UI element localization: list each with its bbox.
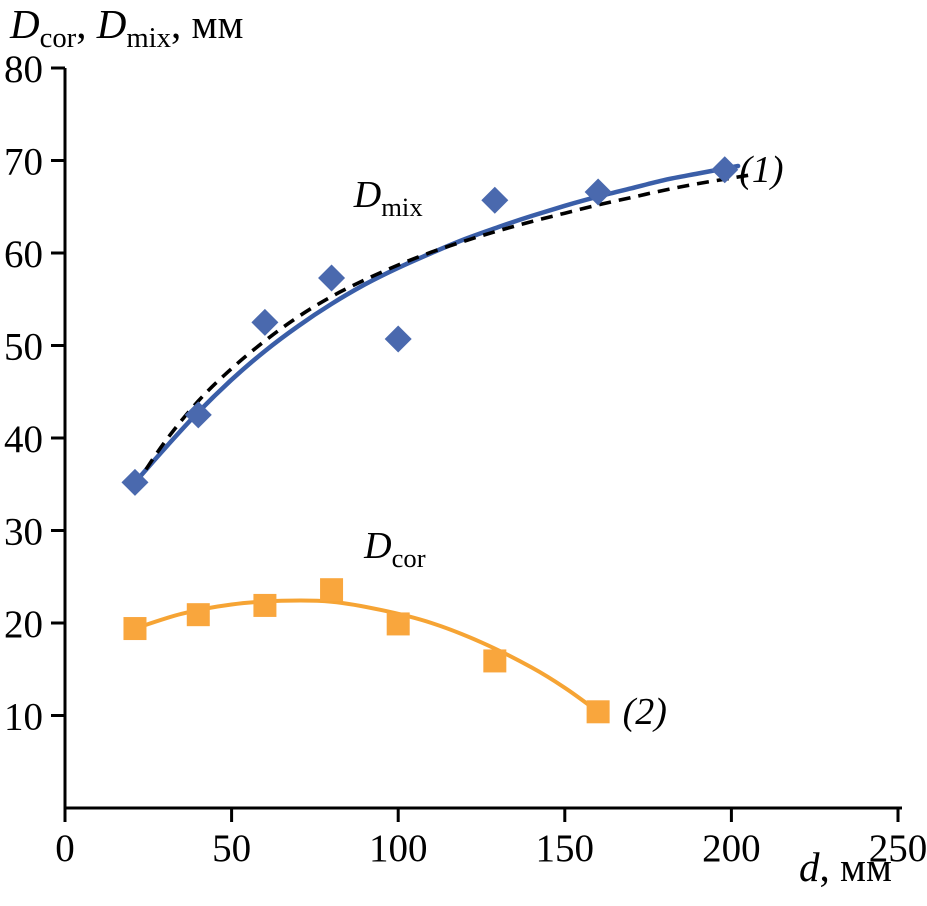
data-point-dcor <box>386 612 410 636</box>
x-title-var: d <box>799 844 820 890</box>
y-tick-label: 60 <box>4 233 43 276</box>
y-title-var-1: D <box>10 1 40 47</box>
data-point-dcor <box>253 593 277 617</box>
curve-label-dmix-sub: mix <box>381 191 423 222</box>
data-point-dcor <box>483 649 507 673</box>
y-title-sub-1: cor <box>39 22 77 55</box>
curve-label-dcor: Dcor <box>364 524 425 574</box>
data-point-dmix <box>318 264 346 292</box>
data-point-dmix <box>121 468 149 496</box>
data-point-dcor <box>320 578 344 602</box>
data-point-dmix <box>711 156 739 184</box>
curve-label-dcor-sub: cor <box>391 542 426 573</box>
curve-dashed-fit <box>133 173 749 488</box>
x-tick-label: 250 <box>869 827 927 870</box>
x-title-units: , мм <box>819 844 892 890</box>
y-title-separator: , <box>76 1 97 47</box>
x-tick-label: 200 <box>702 827 761 870</box>
data-point-dmix <box>384 325 412 353</box>
fit-curve-dcor <box>133 598 601 714</box>
y-tick-label: 80 <box>4 48 43 91</box>
data-point-dmix <box>481 186 509 214</box>
series-tag-1-text: (1) <box>739 148 784 191</box>
x-tick-label: 100 <box>369 827 428 870</box>
curve-label-dmix: Dmix <box>354 173 423 223</box>
curve-label-dmix-var: D <box>353 173 382 216</box>
y-tick-label: 30 <box>4 511 43 554</box>
series-tag-1: (1) <box>739 148 783 192</box>
y-title-sub-2: mix <box>126 22 171 55</box>
y-title-var-2: D <box>96 1 127 47</box>
y-axis-title: Dcor, Dmix, мм <box>10 1 244 55</box>
y-title-units: , мм <box>171 1 244 47</box>
x-tick-label: 50 <box>212 827 251 870</box>
y-tick-label: 40 <box>4 418 43 461</box>
y-tick-label: 20 <box>4 603 43 646</box>
y-tick-label: 10 <box>4 696 43 739</box>
series-tag-2-text: (2) <box>622 690 667 733</box>
data-point-dcor <box>186 603 210 627</box>
x-tick-label: 0 <box>55 827 75 870</box>
data-point-dmix <box>251 308 279 336</box>
data-point-dcor <box>123 617 147 641</box>
x-axis-title: d, мм <box>799 843 892 891</box>
fit-curve-dmix <box>132 163 741 485</box>
data-point-dcor <box>586 700 610 724</box>
series-tag-2: (2) <box>623 690 667 734</box>
data-point-dmix <box>184 401 212 429</box>
y-tick-label: 50 <box>4 326 43 369</box>
y-tick-label: 70 <box>4 141 43 184</box>
curve-label-dcor-var: D <box>364 525 392 568</box>
data-point-dmix <box>584 178 612 206</box>
x-tick-label: 150 <box>536 827 595 870</box>
